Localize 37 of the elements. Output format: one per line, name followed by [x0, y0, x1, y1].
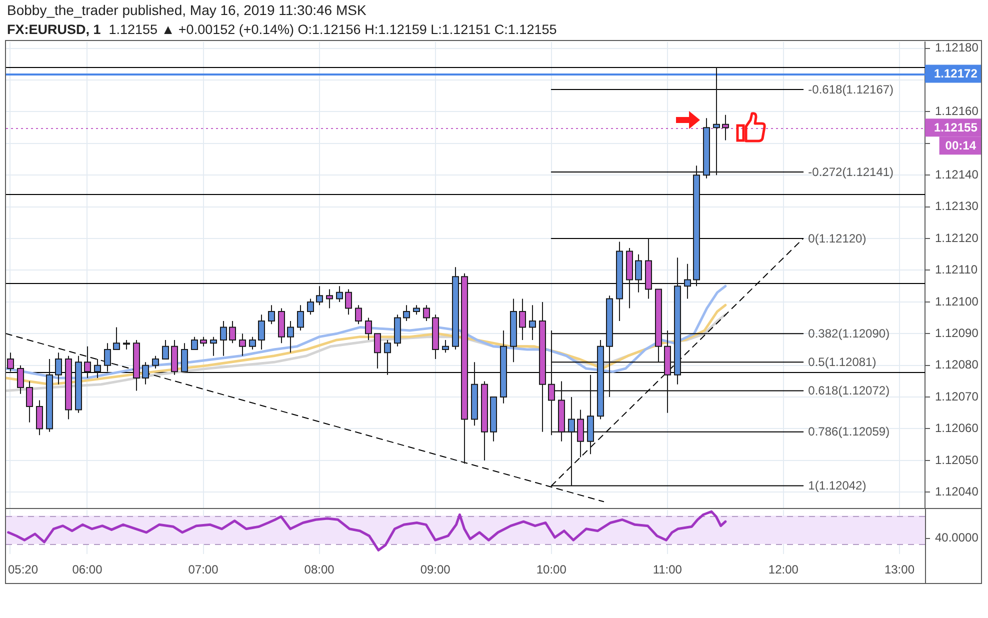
chart-title: FX:EURUSD, 1: [7, 22, 101, 37]
series-label: 0.382(1.12090): [808, 326, 890, 340]
x-tick-label: 07:00: [188, 562, 219, 576]
series-label: 0(1.12120): [808, 231, 866, 246]
x-tick-label: 12:00: [768, 562, 799, 576]
chart-subtitle: 1.12155 ▲ +0.00152 (+0.14%) O:1.12156 H:1.12159 L:1.12151 C:1.12155: [108, 22, 557, 37]
y-tick-label: 1.12130: [935, 199, 979, 214]
text: 40.0000: [935, 530, 979, 545]
y-tick-label: 1.12090: [935, 326, 979, 340]
x-tick-label: 10:00: [536, 562, 567, 576]
y-tick-label: 1.12100: [935, 294, 979, 308]
text: Bobby_the_trader published, May 16, 2019 11:30:46 MSK: [7, 2, 366, 18]
y-tick-label: 1.12180: [935, 40, 979, 55]
series-label: 0.618(1.12072): [808, 384, 890, 398]
x-tick-label: 09:00: [420, 562, 451, 576]
text: 00:14: [945, 138, 976, 152]
ref-line-label: 1.12155: [934, 120, 978, 134]
y-tick-label: 1.12160: [935, 104, 979, 118]
x-tick-label: 08:00: [304, 562, 335, 576]
x-tick-label: 05:20: [8, 562, 38, 576]
x-tick-label: 11:00: [652, 562, 682, 576]
y-tick-label: 1.12140: [935, 167, 979, 182]
y-tick-label: 1.12060: [935, 421, 979, 436]
y-tick-label: 1.12080: [935, 358, 979, 372]
x-tick-label: 13:00: [884, 562, 915, 576]
y-tick-label: 1.12120: [935, 230, 979, 245]
series-label: 0.786(1.12059): [808, 424, 890, 439]
y-tick-label: 1.12110: [935, 262, 978, 277]
series-label: 0.5(1.12081): [808, 354, 876, 369]
x-tick-label: 06:00: [72, 562, 103, 576]
ref-line-label: 1.12172: [934, 66, 978, 81]
series-label: 1(1.12042): [808, 478, 866, 493]
y-tick-label: 1.12050: [935, 452, 979, 467]
series-label: -0.272(1.12141): [808, 164, 894, 179]
y-tick-label: 1.12040: [935, 484, 979, 498]
series-label: -0.618(1.12167): [808, 82, 894, 96]
y-tick-label: 1.12070: [935, 389, 979, 404]
